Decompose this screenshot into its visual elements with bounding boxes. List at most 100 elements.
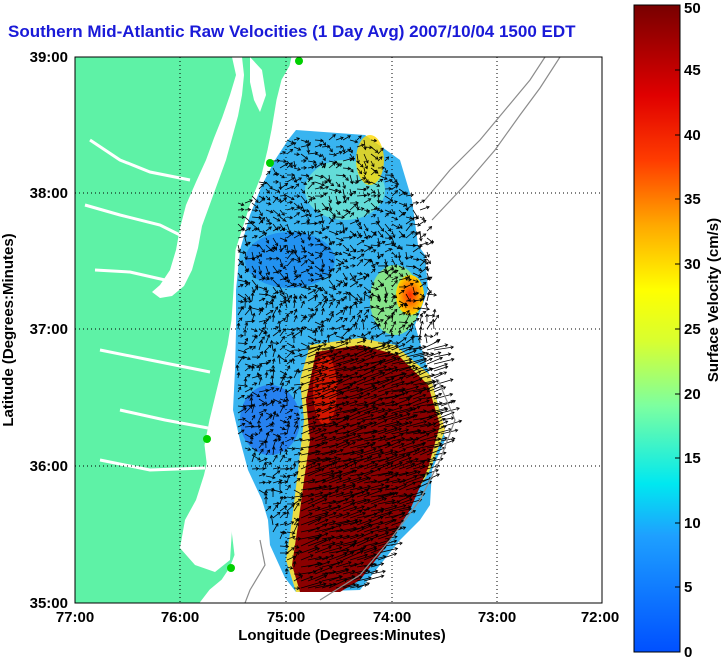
velocity-vector xyxy=(279,426,286,430)
velocity-vector-head xyxy=(337,263,342,267)
velocity-vector xyxy=(321,202,329,211)
velocity-vector xyxy=(293,463,296,470)
velocity-vector-head xyxy=(243,377,248,382)
velocity-vector xyxy=(342,534,359,540)
velocity-vector-head xyxy=(312,461,317,466)
velocity-vector-head xyxy=(365,363,370,367)
y-tick-labels: 39:00 38:00 37:00 36:00 35:00 xyxy=(30,49,68,612)
velocity-vector xyxy=(377,147,384,155)
velocity-vector xyxy=(258,307,264,310)
velocity-vector-head xyxy=(299,575,304,579)
velocity-vector xyxy=(293,438,303,442)
velocity-vector-head xyxy=(393,519,397,523)
velocity-vector xyxy=(398,441,415,449)
velocity-vector-head xyxy=(426,205,430,210)
velocity-vector xyxy=(363,274,370,281)
velocity-vector-head xyxy=(282,217,287,222)
velocity-vector xyxy=(412,345,426,351)
velocity-vector-head xyxy=(337,267,342,271)
velocity-vector xyxy=(279,197,287,204)
velocity-vector xyxy=(370,214,376,218)
velocity-vector-head xyxy=(240,333,244,338)
velocity-vector-head xyxy=(333,353,338,357)
velocity-vector-head xyxy=(244,321,249,326)
velocity-vector xyxy=(237,260,243,267)
velocity-vector xyxy=(307,231,314,239)
velocity-vector xyxy=(349,396,362,400)
velocity-vector-head xyxy=(241,422,246,427)
velocity-vector-head xyxy=(340,335,345,340)
velocity-vector-head xyxy=(376,295,381,299)
velocity-vector-head xyxy=(320,276,325,281)
velocity-vector-head xyxy=(388,186,393,191)
velocity-vector-head xyxy=(297,498,302,503)
velocity-vector xyxy=(300,444,320,449)
velocity-vector xyxy=(265,247,275,253)
velocity-vector-head xyxy=(396,225,400,229)
velocity-vector-head xyxy=(258,253,262,258)
velocity-vector xyxy=(349,388,363,393)
velocity-vector xyxy=(300,468,321,477)
velocity-vector xyxy=(377,201,383,204)
velocity-vector-head xyxy=(394,491,399,496)
velocity-vector-head xyxy=(299,494,304,499)
velocity-vector xyxy=(356,208,364,211)
velocity-vector-head xyxy=(349,149,354,154)
velocity-vector xyxy=(335,483,356,491)
velocity-vector-head xyxy=(259,350,263,355)
velocity-vector xyxy=(244,322,248,330)
velocity-vector xyxy=(377,209,384,212)
velocity-vector xyxy=(384,504,406,512)
velocity-vector xyxy=(307,451,321,456)
velocity-vector xyxy=(279,209,285,216)
velocity-vector xyxy=(356,314,361,323)
velocity-vector xyxy=(419,220,427,225)
velocity-vector xyxy=(377,384,399,393)
velocity-vector xyxy=(307,289,316,295)
velocity-vector-head xyxy=(374,533,379,538)
velocity-vector xyxy=(426,321,433,330)
velocity-vector xyxy=(258,398,268,405)
velocity-vector xyxy=(279,522,288,526)
velocity-vector-head xyxy=(352,441,357,445)
velocity-vector-head xyxy=(270,339,274,344)
velocity-vector-head xyxy=(281,345,286,349)
x-tick-label: 72:00 xyxy=(581,609,619,626)
velocity-vector-head xyxy=(422,393,427,398)
velocity-vector xyxy=(272,209,281,217)
velocity-vector-head xyxy=(291,446,296,451)
velocity-vector xyxy=(335,495,355,505)
velocity-vector-head xyxy=(380,228,385,232)
velocity-vector xyxy=(328,541,344,547)
velocity-vector-head xyxy=(379,234,384,238)
velocity-vector xyxy=(300,554,314,561)
velocity-vector xyxy=(335,298,344,302)
velocity-vector-head xyxy=(345,305,349,310)
velocity-vector xyxy=(328,265,332,273)
velocity-vector-head xyxy=(321,401,326,405)
velocity-vector xyxy=(363,554,378,561)
velocity-vector xyxy=(286,424,290,435)
velocity-vector xyxy=(286,293,290,303)
velocity-vector-head xyxy=(274,290,279,295)
velocity-vector-head xyxy=(380,509,385,514)
velocity-vector xyxy=(363,463,378,470)
velocity-vector-head xyxy=(281,376,285,381)
velocity-vector xyxy=(412,318,420,323)
velocity-vector-head xyxy=(401,324,406,328)
velocity-vector xyxy=(335,358,354,365)
velocity-vector xyxy=(300,385,319,393)
velocity-vector-head xyxy=(289,148,294,153)
velocity-vector xyxy=(300,370,322,379)
velocity-vector xyxy=(328,230,339,235)
velocity-vector xyxy=(286,556,296,561)
velocity-vector xyxy=(258,413,263,421)
velocity-vector-head xyxy=(435,314,440,319)
velocity-vector-head xyxy=(292,142,297,146)
velocity-vector xyxy=(314,272,323,277)
velocity-vector-head xyxy=(289,566,294,570)
velocity-vector-head xyxy=(334,461,338,465)
velocity-vector-head xyxy=(316,518,321,523)
velocity-vector xyxy=(419,385,436,393)
velocity-vector-head xyxy=(341,215,345,220)
